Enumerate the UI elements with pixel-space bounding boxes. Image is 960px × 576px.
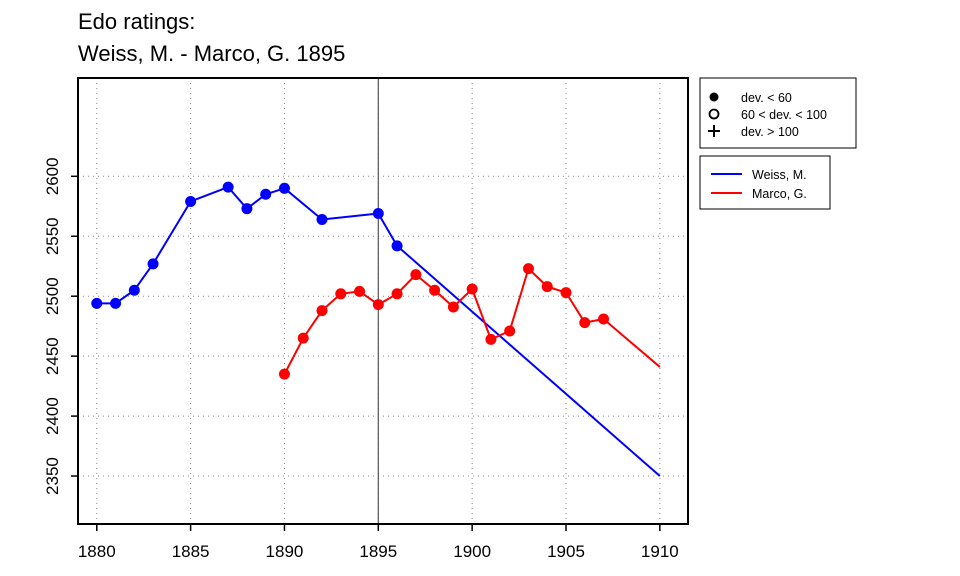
series-legend: Weiss, M. Marco, G. <box>699 155 831 210</box>
data-point-weiss <box>241 203 253 215</box>
data-point-marco <box>335 288 347 300</box>
legend-dev-60-100: 60 < dev. < 100 <box>741 108 827 122</box>
series-points <box>91 181 610 380</box>
data-point-weiss <box>391 240 403 252</box>
data-point-marco <box>372 299 384 311</box>
y-tick-label: 2350 <box>43 457 62 495</box>
data-point-weiss <box>260 188 272 200</box>
x-axis: 1880 1885 1890 1895 1900 1905 1910 <box>78 524 679 561</box>
x-tick-label: 1885 <box>172 542 210 561</box>
x-tick-label: 1910 <box>641 542 679 561</box>
y-tick-label: 2400 <box>43 397 62 435</box>
deviation-legend: dev. < 60 60 < dev. < 100 dev. > 100 <box>699 77 857 149</box>
data-point-weiss <box>91 297 103 309</box>
x-tick-label: 1900 <box>453 542 491 561</box>
data-point-weiss <box>316 213 328 225</box>
x-tick-label: 1890 <box>266 542 304 561</box>
data-point-marco <box>391 288 403 300</box>
grid-lines <box>78 78 688 524</box>
data-point-marco <box>297 332 309 344</box>
data-point-marco <box>410 269 422 281</box>
data-point-weiss <box>147 258 159 270</box>
deviation-legend-box <box>699 77 857 149</box>
data-point-marco <box>598 313 610 325</box>
series-line-extension-marco <box>602 318 661 368</box>
legend-marco-label: Marco, G. <box>752 187 807 201</box>
data-point-weiss <box>372 207 384 219</box>
plot-frame <box>77 77 689 525</box>
legend-dev-lt-60: dev. < 60 <box>741 91 792 105</box>
filled-circle-icon <box>709 92 719 102</box>
data-point-marco <box>560 287 572 299</box>
y-tick-label: 2450 <box>43 337 62 375</box>
data-point-weiss <box>110 297 122 309</box>
plus-icon <box>708 125 720 137</box>
data-point-marco <box>504 325 516 337</box>
y-axis: 2350 2400 2450 2500 2550 2600 <box>43 157 78 495</box>
series-line-extension-weiss <box>396 245 661 477</box>
y-tick-label: 2550 <box>43 217 62 255</box>
legend-weiss-label: Weiss, M. <box>752 168 807 182</box>
data-point-weiss <box>278 182 290 194</box>
data-point-marco <box>278 368 290 380</box>
data-point-marco <box>429 284 441 296</box>
data-point-weiss <box>222 181 234 193</box>
chart-title-line-1: Edo ratings: <box>78 9 195 34</box>
open-circle-icon <box>708 108 720 120</box>
series-legend-box <box>699 155 831 210</box>
data-point-marco <box>579 317 591 329</box>
data-point-marco <box>354 285 366 297</box>
x-tick-label: 1880 <box>78 542 116 561</box>
data-point-marco <box>541 281 553 293</box>
chart-title-line-2: Weiss, M. - Marco, G. 1895 <box>78 41 345 66</box>
legend-dev-gt-100: dev. > 100 <box>741 125 799 139</box>
data-point-marco <box>522 263 534 275</box>
data-point-marco <box>485 333 497 345</box>
data-point-marco <box>316 305 328 317</box>
y-tick-label: 2600 <box>43 157 62 195</box>
series-line-marco <box>283 267 604 375</box>
data-point-weiss <box>185 195 197 207</box>
x-tick-label: 1895 <box>359 542 397 561</box>
data-point-marco <box>447 301 459 313</box>
data-point-weiss <box>128 284 140 296</box>
x-tick-label: 1905 <box>547 542 585 561</box>
y-tick-label: 2500 <box>43 277 62 315</box>
data-point-marco <box>466 283 478 295</box>
